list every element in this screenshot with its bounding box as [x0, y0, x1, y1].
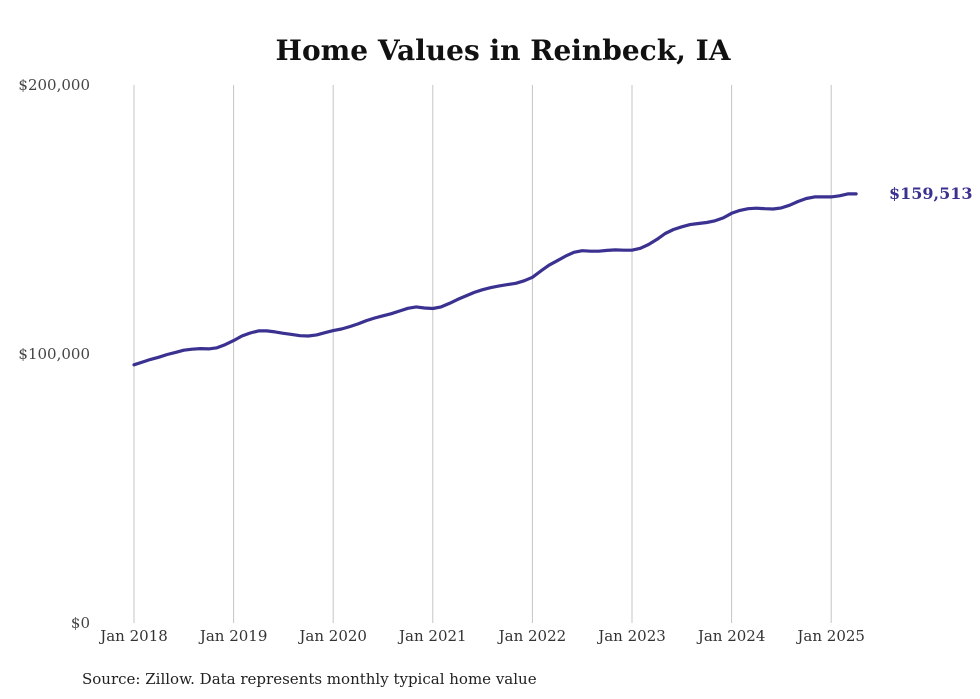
y-tick-label: $0: [71, 614, 90, 632]
x-axis-ticks: Jan 2018 Jan 2019 Jan 2020 Jan 2021 Jan 2022…: [98, 627, 865, 645]
y-tick-label: $200,000: [18, 76, 90, 94]
source-note: Source: Zillow. Data represents monthly …: [82, 670, 537, 688]
x-tick-label: Jan 2024: [696, 627, 766, 645]
y-axis-ticks: $0 $100,000 $200,000: [18, 76, 90, 632]
x-tick-label: Jan 2023: [596, 627, 666, 645]
chart-title: Home Values in Reinbeck, IA: [276, 34, 732, 67]
x-tick-label: Jan 2018: [98, 627, 168, 645]
y-tick-label: $100,000: [18, 345, 90, 363]
x-tick-label: Jan 2019: [198, 627, 268, 645]
x-tick-label: Jan 2020: [297, 627, 367, 645]
x-tick-label: Jan 2025: [795, 627, 865, 645]
home-value-line: [132, 192, 858, 367]
x-tick-label: Jan 2022: [497, 627, 567, 645]
x-tick-label: Jan 2021: [397, 627, 467, 645]
grid-lines: [133, 85, 832, 623]
end-value-label: $159,513: [889, 184, 973, 203]
